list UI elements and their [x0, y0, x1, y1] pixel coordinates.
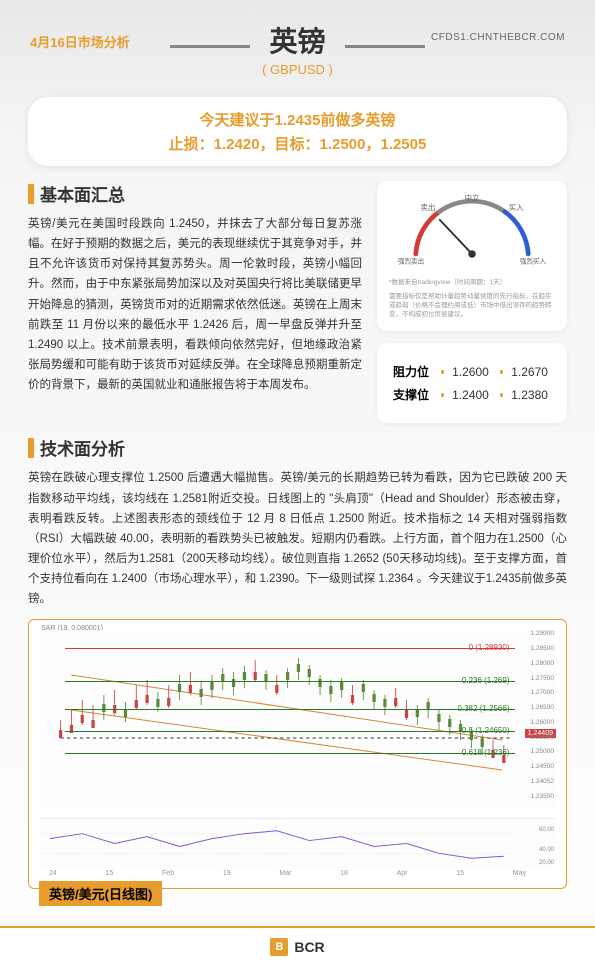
- gauge-box: 中立 卖出 买入 强烈卖出 强烈买入 *数据来自tradingview（时间周期…: [377, 181, 567, 331]
- footer-text: BCR: [294, 939, 324, 955]
- svg-text:强烈卖出: 强烈卖出: [398, 256, 424, 265]
- rsi-area: 60.00 40.00 20.00: [39, 818, 556, 868]
- gauge-note1: *数据来自tradingview（时间周期：1天）: [389, 278, 555, 287]
- chart-box: SAR (19, 0.080001) 1.24409 0 (1.28930)0.…: [28, 619, 567, 889]
- date-label: 4月16日市场分析: [30, 32, 130, 51]
- technical-title: 技术面分析: [28, 435, 567, 460]
- gauge-icon: 中立 卖出 买入 强烈卖出 强烈买入: [389, 193, 555, 268]
- resistance-row: 阻力位 1.2600 1.2670: [393, 363, 551, 380]
- subtitle: ( GBPUSD ): [30, 62, 565, 77]
- svg-text:强烈买入: 强烈买入: [520, 256, 547, 265]
- logo-icon: B: [270, 938, 288, 956]
- chart-caption: 英镑/美元(日线图): [39, 881, 162, 906]
- rec-line1: 今天建议于1.2435前做多英镑: [48, 109, 547, 130]
- chart-area: 1.24409 0 (1.28930)0.236 (1.269)0.382 (1…: [39, 630, 556, 810]
- fundamental-text: 英镑/美元在美国时段跌向 1.2450，并抹去了大部分每日复苏涨幅。在好于预期的…: [28, 214, 362, 395]
- levels-box: 阻力位 1.2600 1.2670 支撑位 1.2400 1.2380: [377, 343, 567, 423]
- rec-line2: 止损：1.2420，目标：1.2500，1.2505: [48, 133, 547, 154]
- time-axis: 2415Feb19Mar18Apr15May: [39, 868, 556, 877]
- gauge-note2: 需要指标仅是帮助计量趋势动量倾度的先行指标，在趋实或趋弱（价格不会理约周或低）市…: [389, 292, 555, 319]
- svg-text:中立: 中立: [465, 193, 480, 203]
- url: CFDS1.CHNTHEBCR.COM: [431, 32, 565, 43]
- recommendation-box: 今天建议于1.2435前做多英镑 止损：1.2420，目标：1.2500，1.2…: [28, 97, 567, 166]
- footer: B BCR: [0, 926, 595, 966]
- fundamental-title: 基本面汇总: [28, 181, 362, 206]
- technical-text: 英镑在跌破心理支撑位 1.2500 后遭遇大幅抛售。英镑/美元的长期趋势已转为看…: [28, 468, 567, 609]
- svg-text:卖出: 卖出: [420, 202, 435, 212]
- support-row: 支撑位 1.2400 1.2380: [393, 386, 551, 403]
- svg-text:买入: 买入: [509, 203, 524, 212]
- main-title: 英镑: [269, 20, 325, 60]
